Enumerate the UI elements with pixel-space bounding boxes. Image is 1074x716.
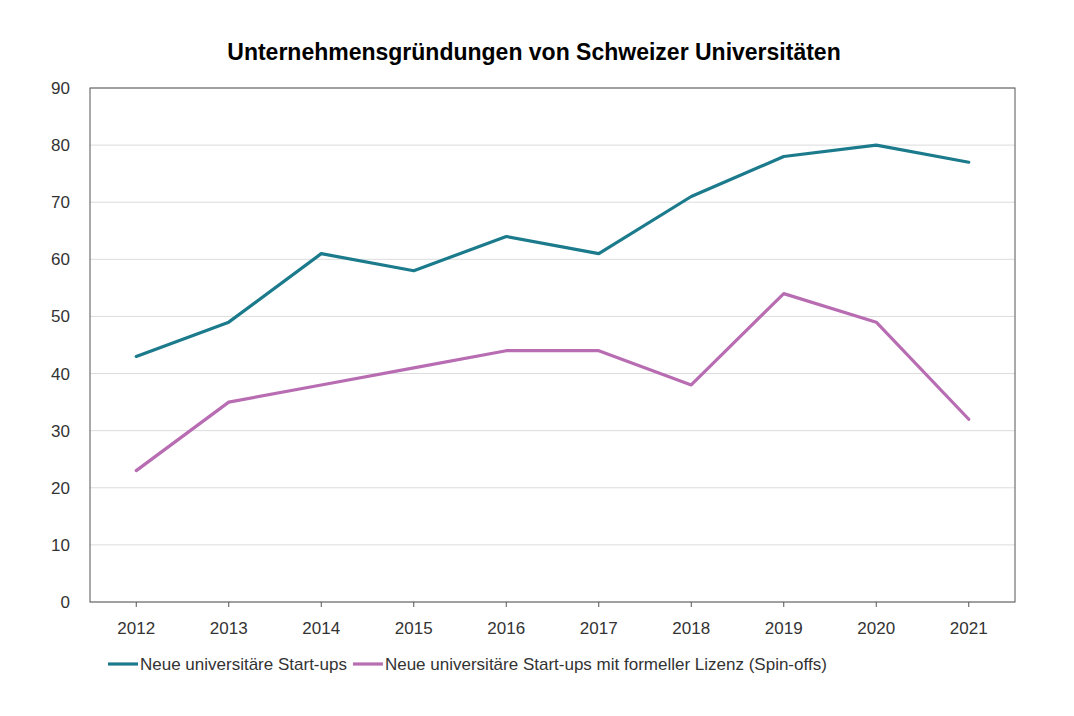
title: Unternehmensgründungen von Schweizer Uni…	[227, 39, 840, 65]
x-tick	[413, 602, 414, 607]
grid-line	[90, 202, 1015, 203]
y-tick-label: 40	[51, 365, 70, 384]
plot-frame	[90, 88, 1015, 602]
y-tick-label: 70	[51, 193, 70, 212]
x-tick-label: 2020	[857, 619, 895, 638]
y-tick-label: 10	[51, 536, 70, 555]
x-tick-label: 2016	[487, 619, 525, 638]
y-tick-label: 80	[51, 136, 70, 155]
x-tick-label: 2021	[950, 619, 988, 638]
x-tick	[506, 602, 507, 607]
x-tick-label: 2013	[210, 619, 248, 638]
grid-line	[90, 430, 1015, 431]
x-tick-label: 2018	[672, 619, 710, 638]
x-tick-label: 2015	[395, 619, 433, 638]
y-tick-label: 30	[51, 422, 70, 441]
legend-swatch	[108, 662, 138, 665]
x-tick-label: 2014	[302, 619, 340, 638]
legend-label: Neue universitäre Start-ups mit formelle…	[385, 655, 827, 674]
x-tick	[876, 602, 877, 607]
y-tick-label: 20	[51, 479, 70, 498]
y-tick-label: 60	[51, 250, 70, 269]
y-tick-label: 50	[51, 307, 70, 326]
y-tick-label: 90	[51, 79, 70, 98]
legend-label: Neue universitäre Start-ups	[140, 655, 347, 674]
x-tick-label: 2017	[580, 619, 618, 638]
x-tick	[598, 602, 599, 607]
x-tick	[321, 602, 322, 607]
x-tick	[783, 602, 784, 607]
series-group	[136, 145, 969, 471]
x-tick-label: 2019	[765, 619, 803, 638]
x-tick	[136, 602, 137, 607]
y-tick-label: 0	[61, 593, 70, 612]
x-tick	[691, 602, 692, 607]
grid-line	[90, 487, 1015, 488]
legend-swatch	[353, 662, 383, 665]
x-tick	[968, 602, 969, 607]
chart: Unternehmensgründungen von Schweizer Uni…	[0, 0, 1074, 716]
series-line	[136, 294, 969, 471]
series-line	[136, 145, 969, 356]
grid-line	[90, 544, 1015, 545]
x-tick	[228, 602, 229, 607]
x-tick-label: 2012	[117, 619, 155, 638]
grid-line	[90, 316, 1015, 317]
grid-line	[90, 373, 1015, 374]
grid-line	[90, 259, 1015, 260]
